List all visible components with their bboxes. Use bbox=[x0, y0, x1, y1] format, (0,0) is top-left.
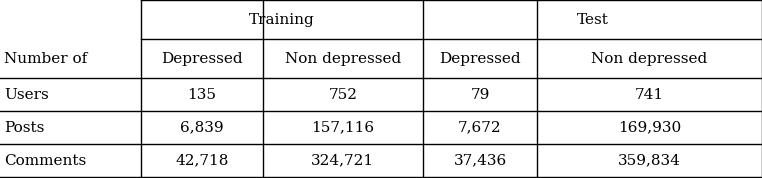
Text: 157,116: 157,116 bbox=[312, 121, 374, 135]
Text: 169,930: 169,930 bbox=[618, 121, 681, 135]
Text: Depressed: Depressed bbox=[161, 52, 243, 66]
Text: 7,672: 7,672 bbox=[458, 121, 502, 135]
Text: Non depressed: Non depressed bbox=[285, 52, 401, 66]
Text: 752: 752 bbox=[328, 88, 357, 102]
Text: Depressed: Depressed bbox=[439, 52, 521, 66]
Text: 6,839: 6,839 bbox=[180, 121, 224, 135]
Text: Test: Test bbox=[577, 13, 608, 27]
Text: Users: Users bbox=[4, 88, 49, 102]
Text: 37,436: 37,436 bbox=[453, 154, 507, 168]
Text: 741: 741 bbox=[635, 88, 664, 102]
Text: 135: 135 bbox=[187, 88, 216, 102]
Text: Comments: Comments bbox=[4, 154, 86, 168]
Text: Non depressed: Non depressed bbox=[591, 52, 708, 66]
Text: Training: Training bbox=[249, 13, 315, 27]
Text: Number of: Number of bbox=[4, 52, 87, 66]
Text: 79: 79 bbox=[470, 88, 490, 102]
Text: 324,721: 324,721 bbox=[312, 154, 374, 168]
Text: 42,718: 42,718 bbox=[175, 154, 229, 168]
Text: 359,834: 359,834 bbox=[618, 154, 681, 168]
Text: Posts: Posts bbox=[4, 121, 44, 135]
